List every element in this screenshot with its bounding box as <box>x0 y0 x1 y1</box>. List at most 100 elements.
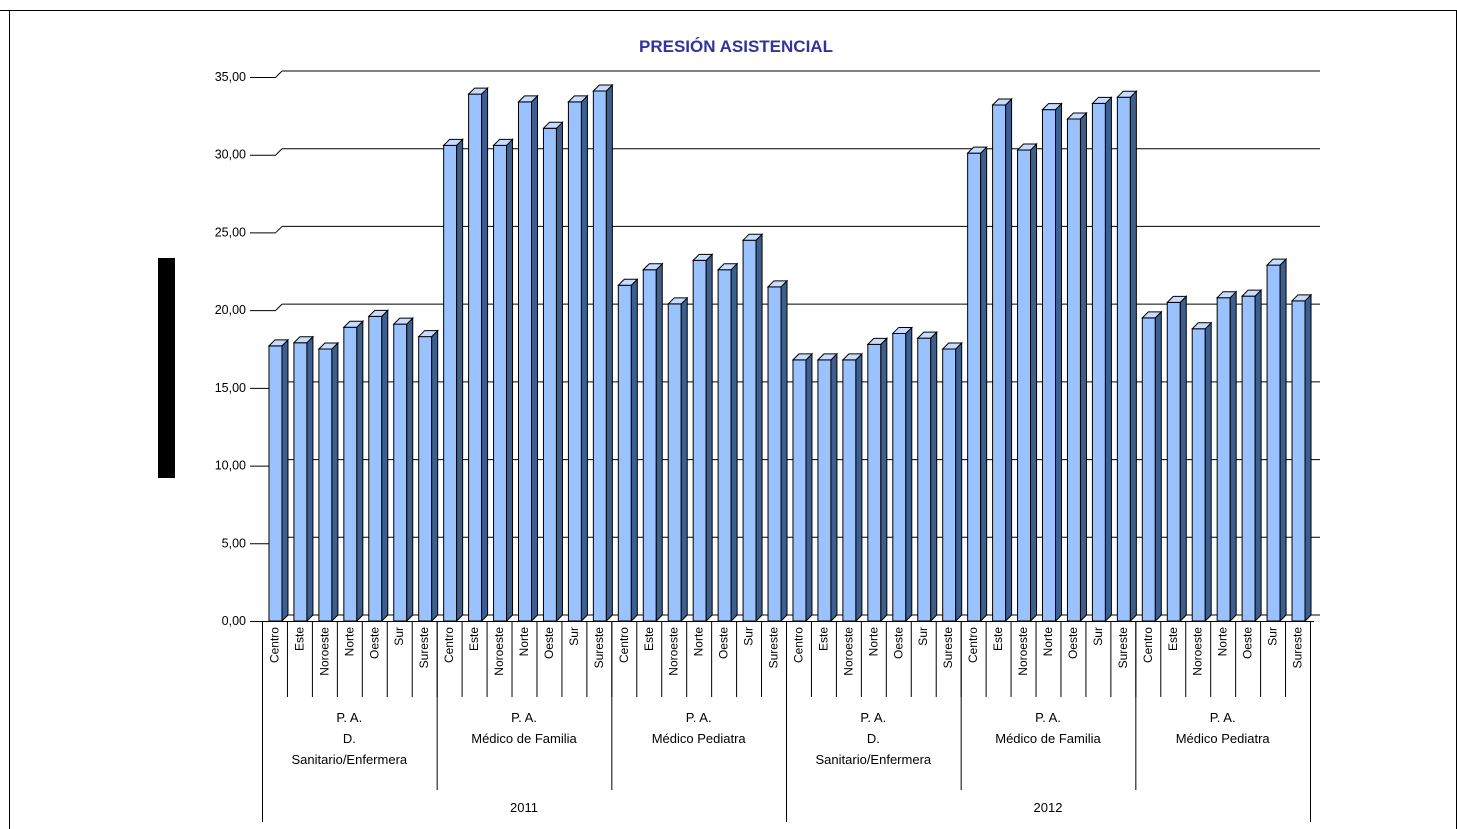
bar-top <box>1066 112 1088 120</box>
bar-side <box>680 296 688 623</box>
bar-top <box>1191 322 1213 330</box>
category-label: Centro <box>791 627 805 663</box>
bar-side <box>1179 295 1187 623</box>
bar-top <box>791 353 814 361</box>
bar <box>842 359 857 622</box>
bar-top <box>1141 311 1163 319</box>
bar-side <box>1079 111 1087 623</box>
bar-side <box>1304 293 1312 623</box>
bar <box>1042 109 1056 622</box>
bar <box>992 104 1007 622</box>
category-label: Sureste <box>1116 627 1130 669</box>
y-tick-label: 35,00 <box>215 70 246 84</box>
y-tick-label: 30,00 <box>215 148 246 162</box>
year-label: 2011 <box>510 800 538 815</box>
bar-side <box>431 329 439 623</box>
group-label: Médico Pediatra <box>652 731 747 746</box>
group-label: Médico de Familia <box>471 731 577 746</box>
category-label: Oeste <box>1066 627 1080 659</box>
bar-top <box>741 233 764 241</box>
bar-top <box>292 336 315 344</box>
group-label: D. <box>343 731 356 746</box>
bar-side <box>1055 102 1062 623</box>
bar-top <box>492 138 514 146</box>
bar <box>717 269 732 622</box>
bar-side <box>630 278 638 623</box>
bars-layer <box>267 83 1313 623</box>
category-label: Este <box>467 627 481 651</box>
bar-side <box>955 341 963 623</box>
bar-side <box>1279 257 1287 623</box>
bar-side <box>281 338 289 623</box>
bar-side <box>655 262 663 623</box>
category-label: Oeste <box>717 627 731 659</box>
category-label: Sur <box>392 627 406 646</box>
category-label: Este <box>816 627 830 651</box>
bar-side <box>1030 142 1038 623</box>
bar <box>592 90 607 622</box>
bar-top <box>1265 258 1288 266</box>
bar-side <box>930 330 938 623</box>
bar-side <box>1104 96 1112 623</box>
group-label: P. A. <box>511 710 537 725</box>
bar <box>817 359 832 622</box>
bar-top <box>1290 294 1313 302</box>
bar-side <box>506 138 514 623</box>
category-label: Sureste <box>941 627 955 669</box>
group-label: P. A. <box>1210 710 1236 725</box>
bar <box>1166 301 1181 622</box>
category-label: Oeste <box>891 627 905 659</box>
bar <box>1191 328 1206 622</box>
gridline-diagonal <box>275 148 283 156</box>
bar-top <box>667 297 689 305</box>
bar-top <box>1240 289 1263 297</box>
bar-top <box>442 138 464 146</box>
category-label: Sur <box>1266 627 1280 646</box>
bar-top <box>592 84 614 92</box>
category-label: Norte <box>342 627 356 657</box>
bar-side <box>331 341 339 623</box>
bar <box>368 315 383 622</box>
bar-side <box>780 279 788 623</box>
bar-side <box>1154 310 1162 623</box>
bar <box>1116 96 1131 622</box>
category-label: Sureste <box>592 627 606 669</box>
bar-top <box>1041 103 1063 111</box>
bar-top <box>941 342 963 350</box>
bar-top <box>317 342 340 350</box>
labels-layer: 0,00 5,00 10,00 15,00 20,00 25,00 30,00 35,00 Ce… <box>215 70 1311 822</box>
category-label: Este <box>642 627 656 651</box>
bar-side <box>805 352 813 623</box>
bar <box>393 323 408 622</box>
bar-top <box>716 263 739 271</box>
bar-side <box>1005 97 1013 623</box>
gridline-diagonal <box>275 226 283 233</box>
category-label: Noroeste <box>317 627 331 676</box>
bar <box>1091 102 1106 622</box>
group-label: Sanitario/Enfermera <box>292 752 408 767</box>
bar <box>567 101 582 622</box>
bar-top <box>517 95 539 103</box>
bar <box>792 359 807 622</box>
group-label: P. A. <box>860 710 886 725</box>
category-label: Centro <box>1141 627 1155 663</box>
group-label: P. A. <box>686 710 712 725</box>
category-label: Sureste <box>417 627 431 669</box>
bar-side <box>855 352 863 623</box>
bar <box>318 348 333 622</box>
bar <box>418 336 433 622</box>
bar-top <box>966 146 988 154</box>
category-label: Oeste <box>1241 627 1255 659</box>
bar <box>692 259 707 622</box>
bar-top <box>766 280 789 288</box>
bar-side <box>755 232 763 623</box>
bar <box>1291 300 1306 622</box>
category-label: Sur <box>1091 627 1105 646</box>
bar <box>1066 118 1081 622</box>
bar-top <box>691 253 714 261</box>
group-label: Médico Pediatra <box>1176 731 1271 746</box>
bar-top <box>342 320 365 328</box>
category-label: Sureste <box>1291 627 1305 669</box>
bar-top <box>617 278 639 286</box>
